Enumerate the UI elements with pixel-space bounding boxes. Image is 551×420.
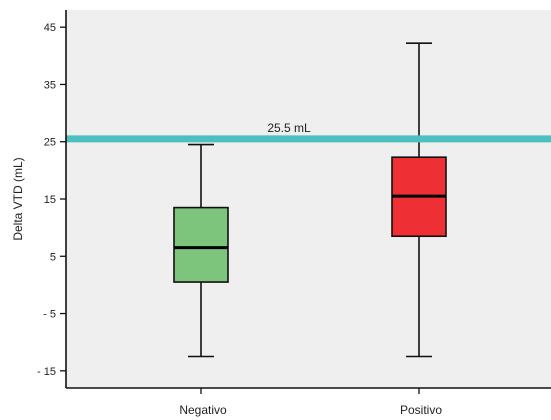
y-tick-label: 5 bbox=[50, 251, 56, 263]
y-tick-label: 25 bbox=[44, 137, 56, 149]
reference-line-label: 25.5 mL bbox=[267, 121, 311, 135]
x-tick-label-positivo: Positivo bbox=[400, 403, 442, 417]
box-positivo bbox=[391, 42, 447, 358]
y-tick-label: 45 bbox=[44, 22, 56, 34]
x-axis-ticks bbox=[200, 388, 420, 394]
reference-line-group: 25.5 mL bbox=[66, 121, 551, 143]
y-tick-label: - 5 bbox=[43, 309, 56, 321]
box-negativo bbox=[173, 143, 229, 358]
y-tick-label: 15 bbox=[44, 194, 56, 206]
y-axis-ticks bbox=[60, 26, 66, 372]
y-axis-title: Delta VTD (mL) bbox=[11, 157, 25, 240]
boxes bbox=[173, 42, 447, 358]
y-tick-label: 35 bbox=[44, 79, 56, 91]
y-tick-label: - 15 bbox=[37, 366, 56, 378]
x-tick-label-negativo: Negativo bbox=[179, 403, 227, 417]
plot-area bbox=[66, 10, 551, 388]
box-iqr bbox=[173, 206, 229, 283]
y-axis-tick-labels: 45 35 25 15 5 - 5 - 15 bbox=[37, 22, 56, 378]
x-axis-tick-labels: Negativo Positivo bbox=[179, 403, 442, 417]
